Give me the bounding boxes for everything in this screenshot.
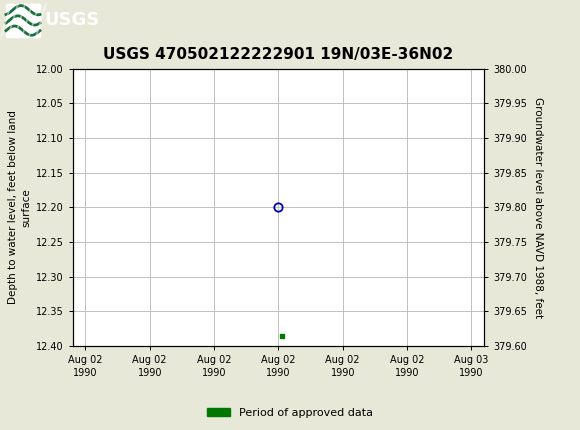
Text: USGS: USGS bbox=[44, 12, 99, 29]
Bar bbox=[6, 4, 40, 37]
Y-axis label: Groundwater level above NAVD 1988, feet: Groundwater level above NAVD 1988, feet bbox=[533, 97, 543, 318]
Legend: Period of approved data: Period of approved data bbox=[203, 403, 377, 422]
Y-axis label: Depth to water level, feet below land
surface: Depth to water level, feet below land su… bbox=[8, 111, 31, 304]
Title: USGS 470502122222901 19N/03E-36N02: USGS 470502122222901 19N/03E-36N02 bbox=[103, 47, 454, 62]
